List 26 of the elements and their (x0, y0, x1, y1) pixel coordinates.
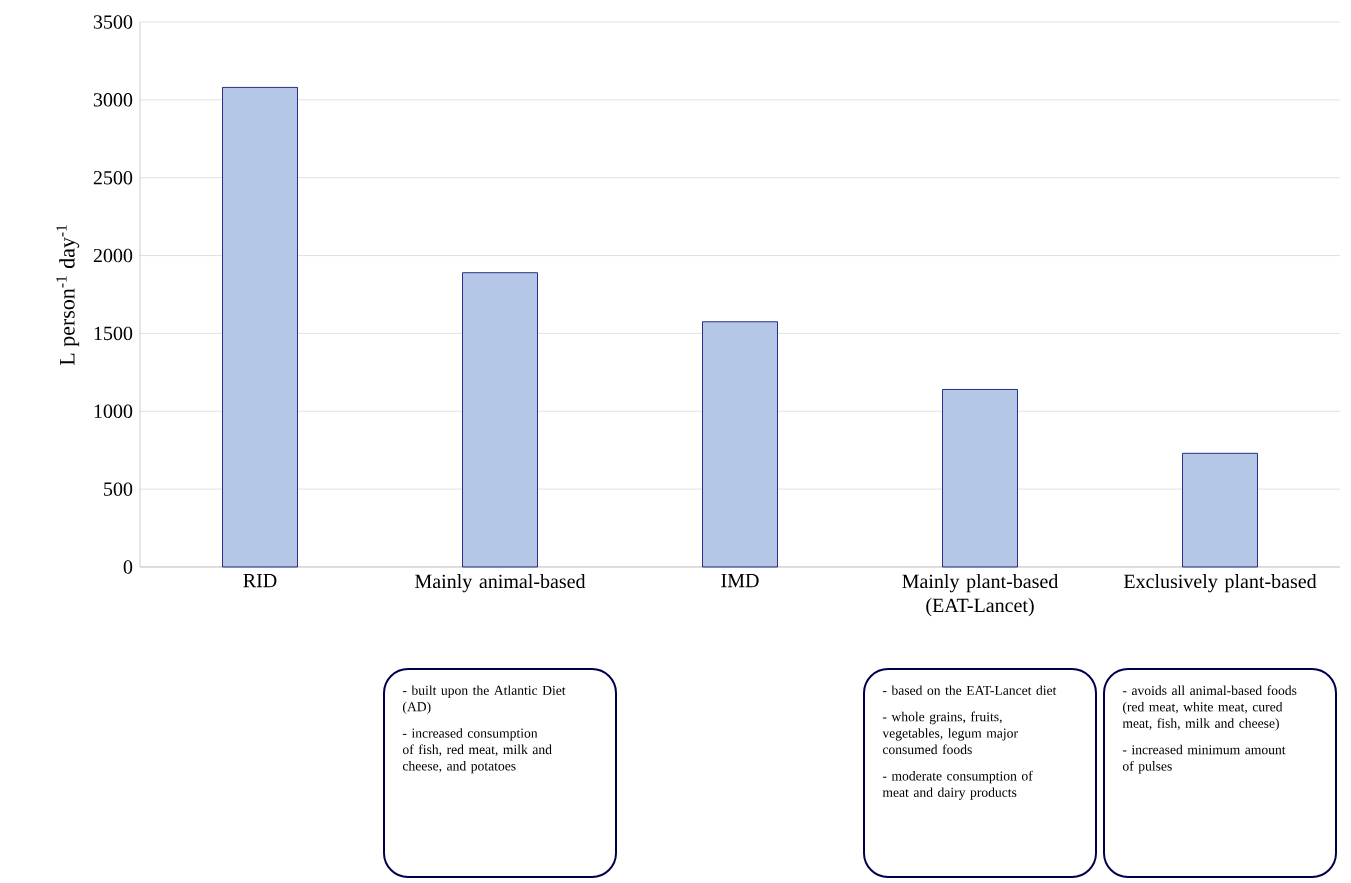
bar (1182, 452, 1258, 568)
y-tick-label: 0 (123, 560, 133, 574)
text: - whole grains, fruits, vegetables, legum major consumed foods (882, 711, 1018, 755)
y-tick-label: 1500 (94, 326, 133, 341)
y-tick-label: 3500 (93, 15, 133, 29)
text: - built upon the Atlantic Diet (AD) (402, 685, 566, 715)
bar (222, 87, 298, 568)
text: - avoids all animal-based foods (red meat, white meat, cured meat, fish, milk and cheese) (1122, 685, 1297, 731)
x-tick-label: IMD (721, 574, 759, 588)
bar (702, 321, 778, 568)
y-tick-label: 2500 (93, 170, 133, 185)
bar (462, 272, 538, 568)
text: - increased consumption of fish, red meat, milk and cheese, and potatoes (402, 728, 552, 774)
y-tick-label: 500 (104, 482, 133, 496)
x-tick-label: Exclusively plant-based (1123, 574, 1317, 593)
text: - increased minimum amount of pulses (1122, 744, 1286, 774)
x-tick-label: Mainly plant-based (EAT-Lancet) (902, 574, 1059, 617)
x-tick-label: RID (243, 574, 277, 588)
bar (942, 389, 1018, 568)
text: - based on the EAT-Lancet diet (882, 685, 1057, 695)
y-tick-label: 3000 (93, 93, 133, 107)
x-tick-label: Mainly animal-based (415, 574, 586, 593)
y-tick-label: 2000 (93, 248, 133, 263)
text: - moderate consumption of meat and dairy products (882, 770, 1033, 800)
y-axis-title: L person$^{-1}$ day$^{-1}$ (56, 225, 80, 366)
y-tick-label: 1000 (94, 404, 133, 419)
